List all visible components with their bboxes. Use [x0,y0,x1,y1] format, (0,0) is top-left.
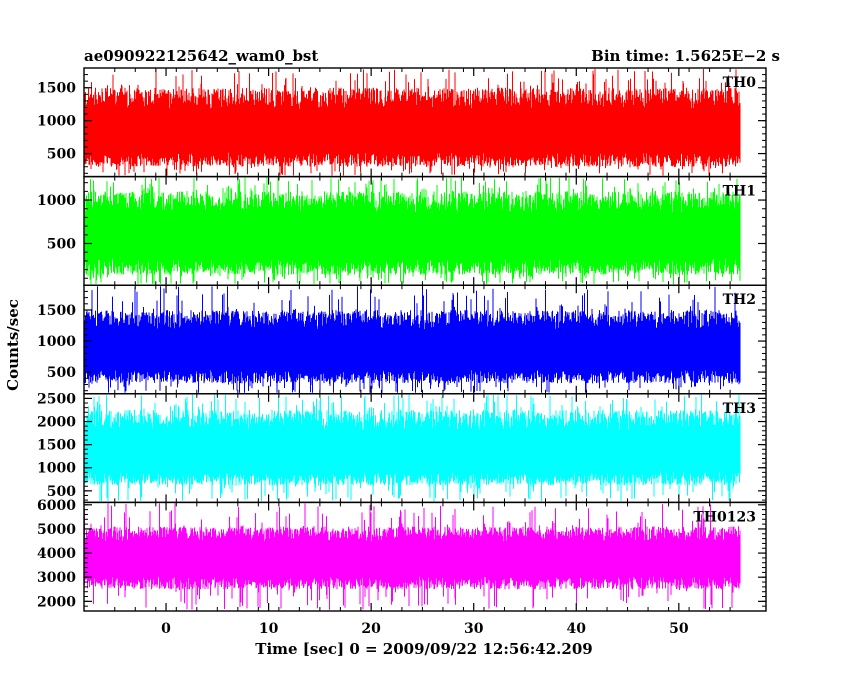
panel-th0123: 2000 3000 4000 5000 6000 TH0123 [37,498,767,612]
panel-th3: 500 1000 1500 2000 2500 TH3 [37,391,767,504]
chart-title-left: ae090922125642_wam0_bst [84,47,318,65]
y-axis-title: Counts/sec [4,299,22,391]
x-tick-label: 50 [669,621,689,637]
y-tick-label: 2500 [37,391,76,407]
y-tick-label: 1500 [37,303,76,319]
panel-th2: 500 1000 1500 TH2 [37,284,767,395]
x-axis-title: Time [sec] 0 = 2009/09/22 12:56:42.209 [255,640,592,658]
x-tick-label: 0 [161,621,171,637]
y-tick-label: 1500 [37,81,76,97]
y-tick-label: 2000 [37,594,76,610]
panel-label-th0: TH0 [723,75,757,91]
y-tick-label: 3000 [37,570,76,586]
y-tick-label: 6000 [37,498,76,514]
panel-th1: 500 1000 TH1 [37,175,767,286]
panel-label-th2: TH2 [723,292,756,308]
x-tick-label: 30 [464,621,484,637]
series-line-th2 [83,286,741,393]
y-tick-label: 5000 [37,522,76,538]
panel-th0: 500 1000 1500 TH0 [37,67,767,178]
panel-label-th1: TH1 [723,184,756,200]
y-tick-label: 500 [47,365,76,381]
y-tick-label: 1000 [37,193,76,209]
series-line-th1 [83,177,741,285]
series-line-th3 [83,394,741,502]
chart-title-right: Bin time: 1.5625E−2 s [591,47,780,65]
x-tick-label: 10 [259,621,279,637]
x-tick-label: 20 [361,621,381,637]
y-tick-label: 4000 [37,546,76,562]
series-line-th0123 [83,503,741,610]
y-tick-label: 500 [47,484,76,500]
series-line-th0 [83,69,741,176]
y-tick-label: 1000 [37,461,76,477]
y-tick-label: 500 [47,147,76,163]
panel-label-th3: TH3 [723,401,756,417]
y-tick-label: 1000 [37,334,76,350]
y-tick-label: 500 [47,236,76,252]
y-tick-label: 2000 [37,415,76,431]
x-tick-label: 40 [567,621,587,637]
panel-label-th0123: TH0123 [693,509,756,525]
y-tick-label: 1500 [37,438,76,454]
panel-frame [83,501,767,612]
y-tick-label: 1000 [37,114,76,130]
